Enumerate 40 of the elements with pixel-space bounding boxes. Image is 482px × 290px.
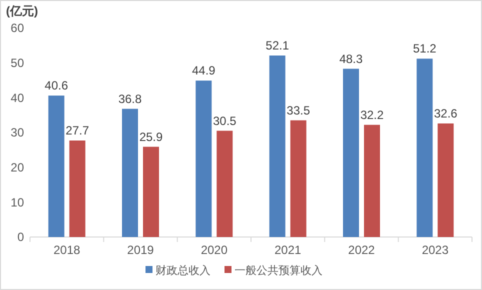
data-label: 32.2 — [360, 108, 384, 122]
x-tick-label: 2019 — [127, 243, 154, 257]
bar — [269, 56, 286, 237]
data-label: 36.8 — [118, 92, 142, 106]
y-tick-label: 10 — [10, 195, 24, 210]
y-axis-title: (亿元) — [6, 4, 38, 18]
bar — [69, 140, 86, 237]
bar — [416, 58, 433, 237]
data-label: 48.3 — [339, 52, 363, 66]
data-label: 40.6 — [44, 78, 68, 93]
y-tick-label: 50 — [10, 56, 24, 70]
bar — [122, 108, 138, 237]
data-label: 44.9 — [192, 64, 216, 78]
y-tick-label: 20 — [10, 160, 24, 175]
y-tick-label: 60 — [10, 21, 24, 36]
bar — [438, 123, 454, 237]
y-tick-label: 40 — [10, 90, 24, 105]
y-tick-label: 30 — [10, 126, 24, 140]
bar — [143, 146, 159, 237]
data-label: 52.1 — [266, 38, 290, 53]
y-tick-label: 0 — [17, 230, 24, 244]
x-tick-label: 2018 — [53, 243, 81, 257]
legend-label: 财政总收入 — [156, 264, 210, 277]
data-label: 33.5 — [286, 103, 310, 118]
bar — [48, 96, 64, 237]
bar — [216, 130, 233, 237]
x-tick-label: 2021 — [274, 243, 302, 257]
bar — [290, 120, 306, 237]
data-label: 51.2 — [412, 42, 437, 56]
x-tick-label: 2022 — [348, 243, 376, 257]
bar — [343, 68, 359, 237]
legend-label: 一般公共预算收入 — [234, 264, 322, 277]
bar — [364, 124, 380, 237]
data-label: 30.5 — [212, 114, 237, 128]
x-tick-label: 2020 — [200, 243, 228, 257]
bar — [196, 80, 212, 237]
data-label: 27.7 — [66, 124, 90, 138]
data-label: 32.6 — [434, 106, 458, 120]
x-tick-label: 2023 — [422, 243, 449, 257]
data-label: 25.9 — [139, 130, 163, 144]
